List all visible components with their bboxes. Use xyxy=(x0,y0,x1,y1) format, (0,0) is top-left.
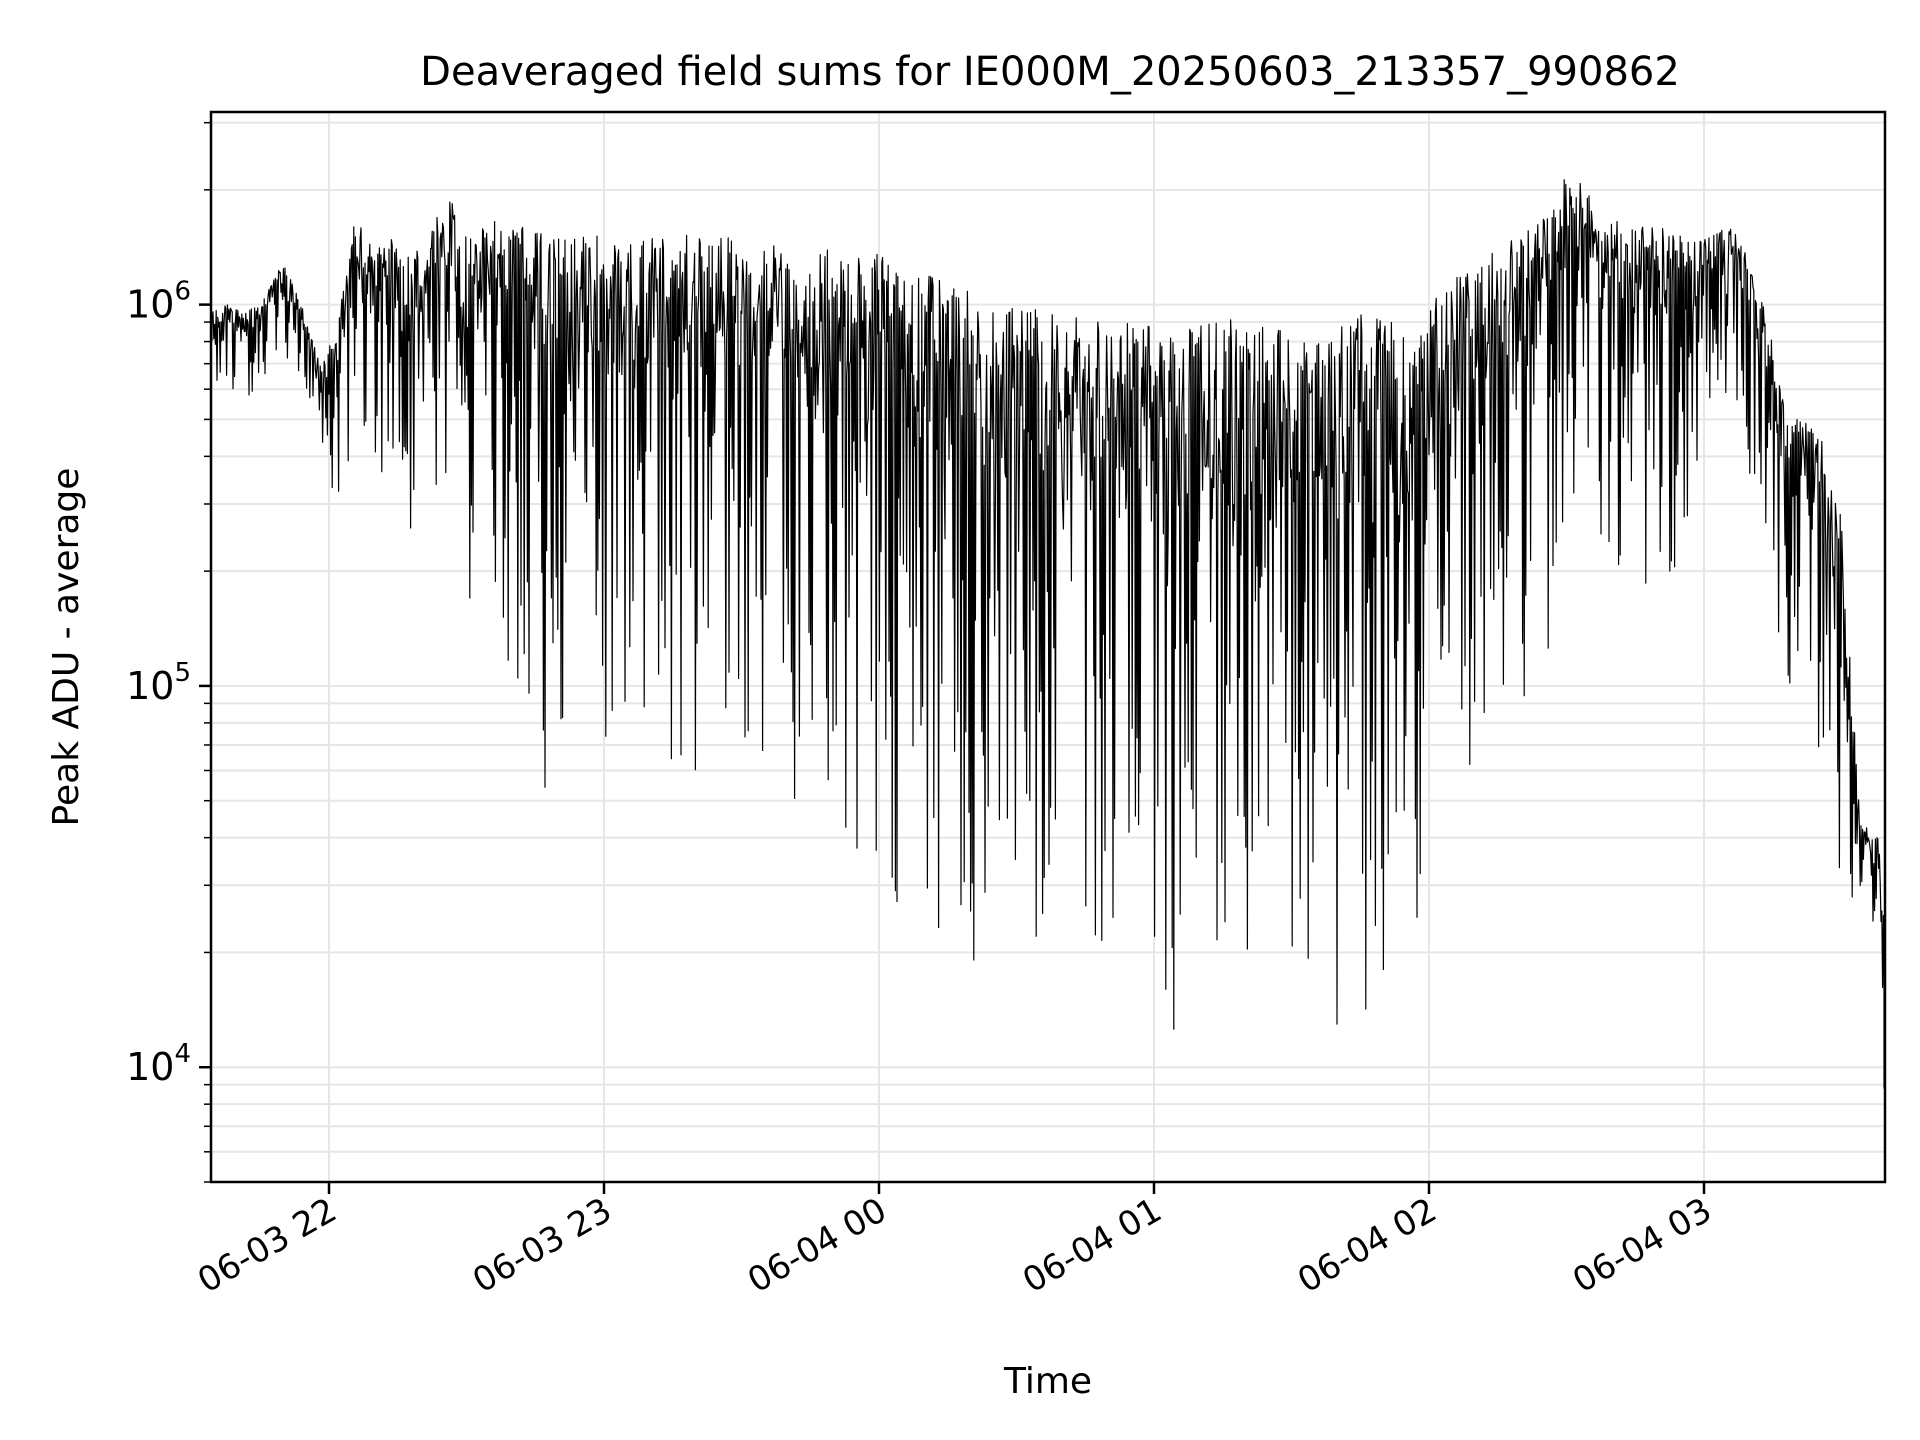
y-tick-exponent: 4 xyxy=(174,1039,191,1069)
y-tick-base: 10 xyxy=(126,664,174,708)
x-axis-label: Time xyxy=(1003,1361,1092,1402)
y-tick-label: 104 xyxy=(126,1039,191,1089)
y-axis-label: Peak ADU - average xyxy=(46,468,87,827)
series-line xyxy=(211,179,1885,1089)
y-tick-exponent: 6 xyxy=(174,277,191,307)
plot-area xyxy=(209,110,1887,1184)
chart-title: Deaveraged field sums for IE000M_2025060… xyxy=(420,49,1680,95)
data-series xyxy=(211,179,1885,1089)
y-tick-base: 10 xyxy=(126,283,174,327)
y-tick-label: 105 xyxy=(126,658,191,708)
y-tick-exponent: 5 xyxy=(174,658,191,688)
y-tick-label: 106 xyxy=(126,277,191,327)
y-tick-base: 10 xyxy=(126,1045,174,1089)
